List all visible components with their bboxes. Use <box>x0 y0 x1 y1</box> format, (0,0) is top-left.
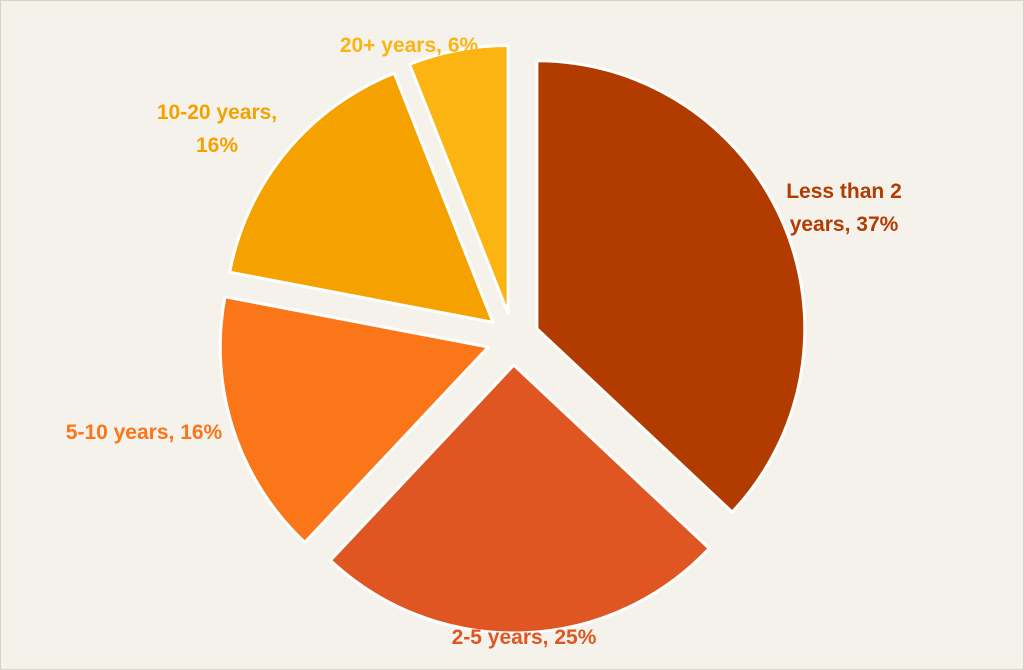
data-label-2-5-years: 2-5 years, 25% <box>452 626 597 649</box>
data-label-20-years: 20+ years, 6% <box>340 34 479 57</box>
pie-slice-20-years <box>408 44 510 315</box>
pie-slice-5-10-years <box>218 295 490 544</box>
pie-slice-less-than-2-years <box>535 59 807 514</box>
pie-slice-10-20-years <box>228 71 495 324</box>
pie-slice-2-5-years <box>328 363 711 635</box>
data-label-less-than-2-years: Less than 2 years, 37% <box>786 180 902 236</box>
data-label-5-10-years: 5-10 years, 16% <box>66 421 223 444</box>
data-label-10-20-years: 10-20 years, 16% <box>157 101 277 157</box>
